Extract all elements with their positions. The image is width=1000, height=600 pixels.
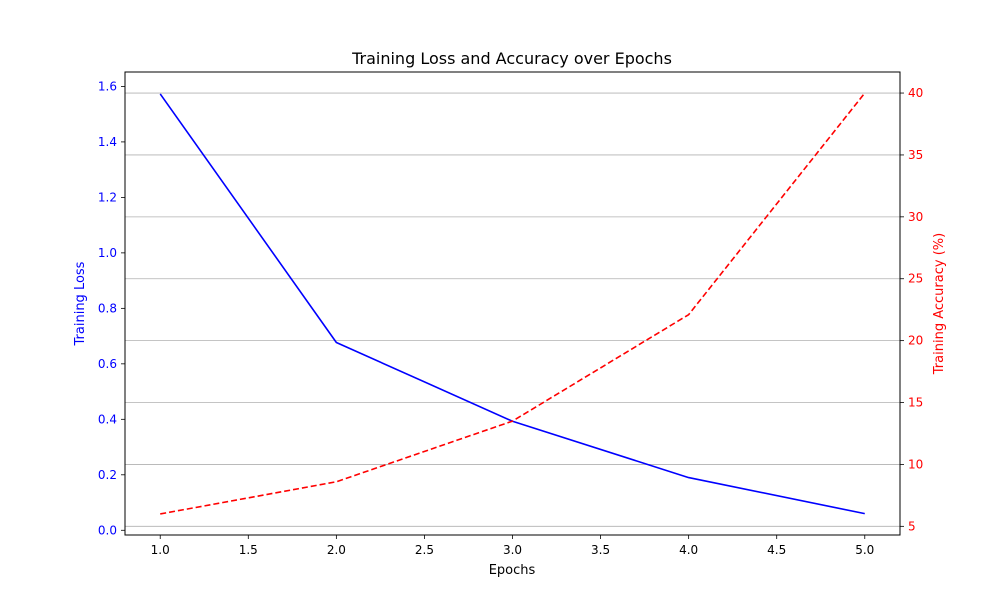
series-layer [159,92,866,515]
x-tick-label: 2.5 [415,543,434,557]
y-left-tick-label: 0.0 [98,523,117,537]
accuracy-series-line [160,92,866,515]
y-right-tick-label: 5 [908,519,916,533]
y-left-tick-label: 1.0 [98,246,117,260]
y-right-tick-label: 25 [908,272,923,286]
y-right-tick-label: 30 [908,210,923,224]
x-tick-label: 1.0 [151,543,170,557]
y-right-tick-label: 10 [908,457,923,471]
x-tick-label: 4.5 [767,543,786,557]
grid-layer [125,92,900,527]
x-axis: 1.0 1.5 2.0 2.5 3.0 3.5 4.0 4.5 5.0 [151,535,874,557]
y-axis-right-title: Training Accuracy (%) [932,233,947,375]
y-left-tick-label: 0.6 [98,357,117,371]
y-axis-right: 5 10 15 20 25 30 35 40 [900,86,923,533]
chart-title: Training Loss and Accuracy over Epochs [351,49,672,68]
x-axis-title: Epochs [489,563,536,578]
x-tick-label: 3.0 [503,543,522,557]
x-tick-label: 5.0 [855,543,874,557]
y-right-tick-label: 20 [908,334,923,348]
x-tick-label: 4.0 [679,543,698,557]
y-left-tick-label: 1.2 [98,190,117,204]
x-tick-label: 3.5 [591,543,610,557]
x-tick-label: 2.0 [327,543,346,557]
y-axis-left-title: Training Loss [73,261,88,346]
y-left-tick-label: 0.4 [98,412,117,426]
x-tick-label: 1.5 [239,543,258,557]
y-left-tick-label: 1.4 [98,135,117,149]
y-right-tick-label: 15 [908,396,923,410]
y-right-tick-label: 40 [908,86,923,100]
y-left-tick-label: 1.6 [98,79,117,93]
y-right-tick-label: 35 [908,148,923,162]
y-left-tick-label: 0.2 [98,468,117,482]
y-axis-left: 0.0 0.2 0.4 0.6 0.8 1.0 1.2 1.4 1.6 [98,79,125,537]
y-left-tick-label: 0.8 [98,301,117,315]
